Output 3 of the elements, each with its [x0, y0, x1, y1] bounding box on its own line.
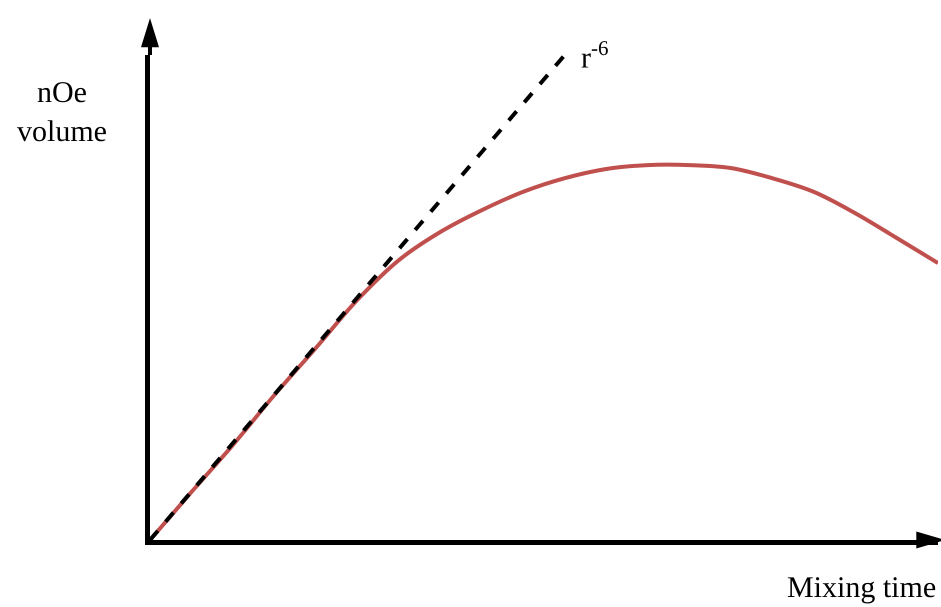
y-axis-title: nOe volume	[17, 76, 107, 148]
series-label: r$^{-6}$	[581, 36, 608, 75]
x-axis-title: Mixing time	[787, 571, 936, 604]
